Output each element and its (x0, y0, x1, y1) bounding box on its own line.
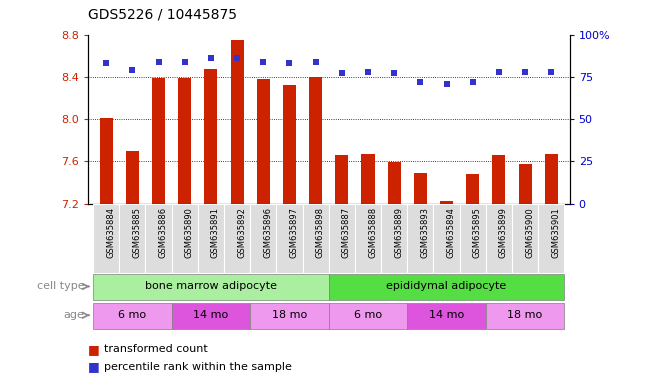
Text: cell type: cell type (37, 281, 85, 291)
Text: age: age (64, 310, 85, 320)
Text: 18 mo: 18 mo (272, 310, 307, 320)
Point (415, 79, 426, 85)
Text: 14 mo: 14 mo (193, 310, 229, 320)
Text: 6 mo: 6 mo (354, 310, 382, 320)
Text: GSM635895: GSM635895 (473, 207, 482, 258)
Point (389, 70, 400, 76)
Text: GSM635887: GSM635887 (342, 207, 351, 258)
FancyBboxPatch shape (119, 204, 145, 273)
Bar (335, 155, 348, 204)
FancyBboxPatch shape (93, 204, 119, 273)
Point (520, 69, 531, 75)
Text: GSM635885: GSM635885 (132, 207, 141, 258)
Text: GDS5226 / 10445875: GDS5226 / 10445875 (88, 7, 237, 21)
Point (258, 58, 268, 65)
Text: GSM635896: GSM635896 (263, 207, 272, 258)
FancyBboxPatch shape (172, 204, 198, 273)
FancyBboxPatch shape (355, 204, 381, 273)
Text: GSM635898: GSM635898 (316, 207, 325, 258)
Bar (204, 70, 217, 204)
Point (180, 58, 190, 65)
Text: GSM635886: GSM635886 (159, 207, 167, 258)
Text: GSM635893: GSM635893 (421, 207, 430, 258)
FancyBboxPatch shape (486, 303, 564, 329)
FancyBboxPatch shape (460, 204, 486, 273)
Text: GSM635888: GSM635888 (368, 207, 377, 258)
FancyBboxPatch shape (408, 303, 486, 329)
FancyBboxPatch shape (381, 204, 408, 273)
Text: GSM635884: GSM635884 (106, 207, 115, 258)
Point (154, 58, 164, 65)
Text: GSM635891: GSM635891 (211, 207, 220, 258)
Bar (283, 85, 296, 204)
Text: 18 mo: 18 mo (508, 310, 543, 320)
FancyBboxPatch shape (93, 274, 329, 300)
Bar (309, 77, 322, 204)
FancyBboxPatch shape (172, 303, 250, 329)
FancyBboxPatch shape (329, 204, 355, 273)
Bar (545, 154, 558, 204)
Bar (361, 154, 374, 204)
FancyBboxPatch shape (434, 204, 460, 273)
Bar (178, 78, 191, 204)
Bar (126, 151, 139, 204)
Bar (466, 174, 479, 204)
Text: GSM635889: GSM635889 (395, 207, 403, 258)
Text: ■: ■ (88, 360, 100, 373)
FancyBboxPatch shape (250, 204, 277, 273)
FancyBboxPatch shape (486, 204, 512, 273)
Point (467, 79, 478, 85)
Bar (152, 78, 165, 204)
Bar (100, 118, 113, 204)
FancyBboxPatch shape (198, 204, 224, 273)
Point (493, 69, 504, 75)
Text: transformed count: transformed count (104, 344, 208, 354)
Text: GSM635897: GSM635897 (290, 207, 298, 258)
Point (546, 69, 557, 75)
FancyBboxPatch shape (224, 204, 250, 273)
FancyBboxPatch shape (303, 204, 329, 273)
Point (206, 55, 216, 61)
Bar (387, 162, 401, 204)
Point (127, 67, 137, 73)
Text: 6 mo: 6 mo (118, 310, 146, 320)
Bar (492, 155, 505, 204)
Text: GSM635894: GSM635894 (447, 207, 456, 258)
Point (284, 60, 295, 66)
Text: ■: ■ (88, 343, 100, 356)
FancyBboxPatch shape (93, 303, 172, 329)
Point (363, 69, 373, 75)
FancyBboxPatch shape (329, 274, 564, 300)
Bar (440, 201, 453, 204)
Text: percentile rank within the sample: percentile rank within the sample (104, 362, 292, 372)
Bar (256, 79, 270, 204)
Text: GSM635890: GSM635890 (185, 207, 194, 258)
Text: 14 mo: 14 mo (429, 310, 464, 320)
Bar (414, 173, 427, 204)
FancyBboxPatch shape (512, 204, 538, 273)
Point (101, 60, 111, 66)
FancyBboxPatch shape (329, 303, 408, 329)
Point (311, 58, 321, 65)
FancyBboxPatch shape (145, 204, 172, 273)
Text: epididymal adipocyte: epididymal adipocyte (387, 281, 506, 291)
Text: bone marrow adipocyte: bone marrow adipocyte (145, 281, 277, 291)
Text: GSM635900: GSM635900 (525, 207, 534, 258)
Point (441, 81, 452, 87)
Bar (230, 40, 243, 204)
Point (232, 55, 242, 61)
FancyBboxPatch shape (538, 204, 564, 273)
FancyBboxPatch shape (250, 303, 329, 329)
Text: GSM635901: GSM635901 (551, 207, 561, 258)
Text: GSM635892: GSM635892 (237, 207, 246, 258)
Bar (519, 164, 532, 204)
Point (337, 70, 347, 76)
FancyBboxPatch shape (277, 204, 303, 273)
FancyBboxPatch shape (408, 204, 434, 273)
Text: GSM635899: GSM635899 (499, 207, 508, 258)
